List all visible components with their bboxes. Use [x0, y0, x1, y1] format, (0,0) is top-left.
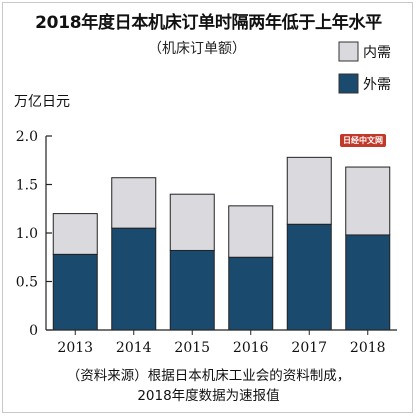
bar-domestic-2018 [345, 166, 391, 236]
x-tick-label-2018: 2018 [350, 340, 386, 356]
legend: 内需 外需 [338, 41, 391, 94]
x-tick-label-2015: 2015 [174, 340, 210, 356]
y-tick-label: 1.5 [16, 178, 38, 194]
footnote-line-1: （资料来源）根据日本机床工业会的资料制成， [66, 368, 351, 384]
y-axis-label: 万亿日元 [14, 94, 70, 110]
bar-domestic-2016 [228, 205, 274, 258]
legend-swatch-domestic [338, 41, 359, 62]
bars [52, 156, 391, 331]
bar-foreign-2014 [111, 227, 157, 331]
y-tick-label: 0 [29, 323, 38, 339]
x-tick-label-2016: 2016 [233, 340, 269, 356]
y-tick-label: 1.0 [16, 226, 38, 242]
footnote-line-2: 2018年度数据为速报值 [137, 388, 280, 404]
y-tick-label: 2.0 [16, 129, 38, 145]
bar-foreign-2013 [52, 253, 98, 331]
bar-domestic-2014 [111, 177, 157, 229]
x-tick-label-2017: 2017 [291, 340, 327, 356]
legend-label-foreign: 外需 [363, 77, 391, 93]
bar-foreign-2017 [286, 223, 332, 331]
bar-foreign-2015 [169, 249, 215, 331]
bar-foreign-2018 [345, 234, 391, 331]
y-tick-label: 0.5 [16, 275, 38, 291]
chart-frame [2, 2, 413, 413]
axes: 0 0.5 1.0 1.5 2.0 2013 2014 2015 2016 2017 2018 [16, 129, 397, 356]
chart-subtitle: （机床订单额） [148, 41, 246, 57]
watermark: 日经中文网 [340, 134, 386, 147]
x-tick-label-2013: 2013 [57, 340, 93, 356]
bar-domestic-2015 [169, 193, 215, 251]
footnote: （资料来源）根据日本机床工业会的资料制成， 2018年度数据为速报值 [0, 366, 417, 406]
legend-swatch-foreign [338, 73, 359, 94]
legend-label-domestic: 内需 [363, 45, 391, 61]
bar-domestic-2017 [286, 156, 332, 225]
x-tick-label-2014: 2014 [116, 340, 152, 356]
bar-domestic-2013 [52, 213, 98, 255]
bar-foreign-2016 [228, 256, 274, 331]
chart-title: 2018年度日本机床订单时隔两年低于上年水平 [35, 13, 382, 33]
